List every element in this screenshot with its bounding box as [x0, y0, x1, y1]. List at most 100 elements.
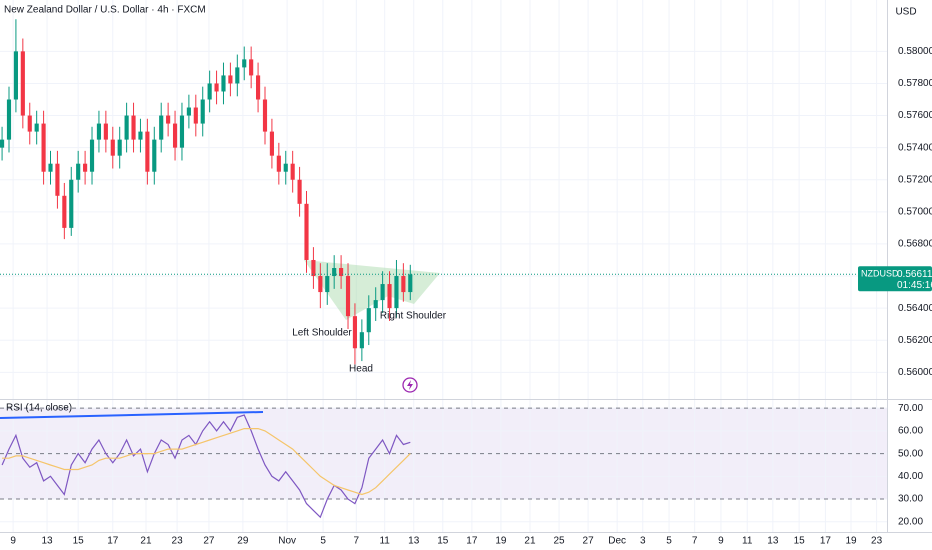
x-tick-label: 5 [666, 536, 672, 547]
event-icon[interactable] [402, 377, 418, 393]
x-tick-label: Nov [278, 536, 296, 547]
grid-layer [0, 0, 887, 532]
candle-body [269, 131, 274, 156]
trend-line[interactable] [0, 411, 264, 419]
y-tick-label: 20.00 [898, 516, 923, 527]
y-tick-label: 0.56200 [898, 335, 932, 346]
candle-body [387, 284, 392, 309]
candle-body [380, 284, 385, 301]
candle-body [249, 59, 254, 76]
x-tick-label: 11 [742, 536, 753, 547]
pattern-annotation: Left Shoulder [292, 328, 352, 339]
x-tick-label: 23 [871, 536, 883, 547]
candle-body [359, 332, 364, 349]
x-tick-label: 17 [466, 536, 478, 547]
candle-body [117, 139, 122, 156]
x-tick-label: 7 [692, 536, 698, 547]
candle-body [13, 51, 18, 100]
y-tick-label: 70.00 [898, 403, 923, 414]
candle-body [103, 123, 108, 140]
candle-body [27, 115, 32, 132]
x-tick-label: 29 [237, 536, 249, 547]
candle-body [124, 115, 129, 140]
candle-body [193, 107, 198, 124]
pattern-annotation: Head [349, 364, 373, 375]
x-tick-label: 19 [845, 536, 857, 547]
x-tick-label: 7 [354, 536, 360, 547]
candle-body [200, 99, 205, 124]
candle-body [96, 123, 102, 140]
y-tick-label: 30.00 [898, 494, 923, 505]
candle-body [55, 163, 60, 196]
candle-body [325, 276, 330, 293]
candle-body [339, 268, 344, 277]
x-tick-label: 15 [437, 536, 449, 547]
x-tick-label: 15 [73, 536, 85, 547]
candle-body [401, 276, 406, 293]
y-tick-label: 0.56000 [898, 367, 932, 378]
candle-body [76, 163, 81, 180]
x-tick-label: 23 [172, 536, 184, 547]
last-price-label: 0.56611 [897, 269, 932, 280]
candle-body [138, 131, 143, 140]
x-tick-label: 25 [553, 536, 565, 547]
x-tick-label: 3 [640, 536, 646, 547]
candle-body [179, 115, 185, 148]
pattern-shape [304, 260, 440, 320]
candle-body [366, 308, 371, 333]
candle-body [207, 83, 212, 100]
y-tick-label: 0.58000 [898, 46, 932, 57]
x-tick-label: 19 [495, 536, 507, 547]
candle-body [318, 276, 323, 293]
y-tick-label: 50.00 [898, 448, 923, 459]
event-icon-bolt [407, 380, 413, 390]
candle-body [145, 131, 150, 172]
x-tick-label: 13 [767, 536, 779, 547]
candle-body [276, 155, 281, 172]
y-tick-label: 0.57800 [898, 78, 932, 89]
x-tick-label: 11 [379, 536, 390, 547]
candle-body [89, 139, 95, 172]
x-tick-label: 9 [718, 536, 724, 547]
y-tick-label: 40.00 [898, 471, 923, 482]
candle-body [166, 115, 171, 124]
countdown-label: 01:45:16 [897, 280, 932, 291]
x-tick-label: 27 [583, 536, 595, 547]
candle-body [235, 67, 240, 84]
y-tick-label: 0.57000 [898, 206, 932, 217]
x-tick-label: 21 [524, 536, 536, 547]
candle-body [394, 276, 399, 309]
candle-body [34, 123, 39, 132]
x-tick-label: 5 [320, 536, 326, 547]
x-tick-label: 9 [10, 536, 16, 547]
candle-body [0, 139, 5, 148]
candle-body [214, 83, 219, 92]
candle-body [408, 274, 413, 293]
y-tick-label: 60.00 [898, 426, 923, 437]
x-tick-label: 17 [820, 536, 832, 547]
pattern-annotation: Right Shoulder [380, 311, 447, 322]
currency-label: USD [895, 7, 916, 18]
candle-body [304, 203, 309, 260]
rsi-line [2, 428, 411, 496]
candle-body [20, 51, 25, 116]
candle-body [352, 316, 358, 349]
y-tick-label: 0.56400 [898, 303, 932, 314]
x-tick-label: Dec [608, 536, 626, 547]
candle-body [297, 179, 302, 204]
x-tick-label: 13 [408, 536, 420, 547]
candle-body [172, 123, 178, 148]
candle-body [283, 163, 288, 172]
y-tick-label: 0.56800 [898, 239, 932, 250]
y-tick-label: 0.57200 [898, 174, 932, 185]
candle-body [255, 75, 261, 100]
candle-body [242, 59, 247, 68]
candle-body [159, 115, 164, 140]
y-tick-label: 0.57400 [898, 142, 932, 153]
candle-body [41, 123, 46, 172]
rsi-legend: RSI (14, close) [6, 403, 72, 414]
candle-body [311, 259, 316, 277]
last-price-box [858, 266, 932, 292]
